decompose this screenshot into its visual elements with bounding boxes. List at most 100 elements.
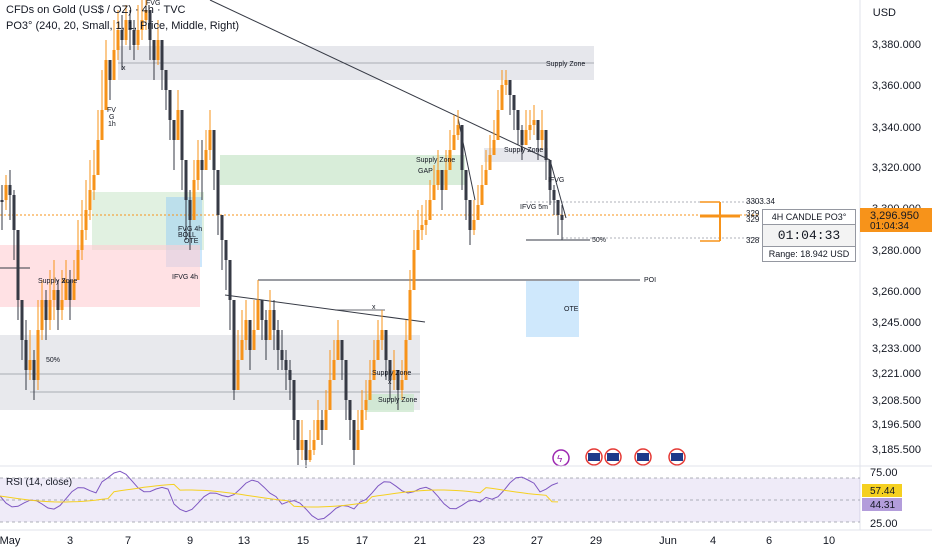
candle-body bbox=[272, 310, 276, 330]
candle-body bbox=[340, 340, 344, 360]
label-fifty-left: 50% bbox=[46, 357, 60, 364]
candle-body bbox=[104, 60, 108, 110]
event-icons[interactable]: ϟ bbox=[552, 448, 686, 467]
label-level-b: 329 bbox=[746, 215, 760, 224]
candle-body bbox=[164, 70, 168, 90]
candle-body bbox=[196, 160, 200, 180]
candle-body bbox=[532, 120, 536, 125]
candle-body bbox=[208, 130, 212, 150]
x-tick-label: 17 bbox=[356, 535, 368, 547]
candle-body bbox=[52, 290, 56, 300]
candle-body bbox=[236, 360, 240, 390]
candles bbox=[0, 0, 564, 468]
candle-body bbox=[188, 200, 192, 220]
candle-body bbox=[184, 160, 188, 200]
candle-body bbox=[448, 150, 452, 170]
current-price-tag bbox=[860, 208, 932, 232]
candle-body bbox=[204, 150, 208, 170]
candle-body bbox=[284, 360, 288, 370]
rsi-value-tag bbox=[862, 484, 902, 497]
candle-body bbox=[328, 380, 332, 410]
fvg-zone-green-mid bbox=[92, 192, 204, 250]
candle-body bbox=[36, 330, 40, 380]
candle-body bbox=[544, 130, 548, 160]
candle-body bbox=[216, 170, 220, 215]
rsi-value: 57.44 bbox=[870, 486, 895, 497]
y-tick-label: 3,360.000 bbox=[872, 80, 921, 92]
candle-body bbox=[172, 120, 176, 140]
candle-body bbox=[160, 40, 164, 70]
price-axis[interactable]: 3,380.0003,360.0003,340.0003,320.0003,30… bbox=[859, 0, 932, 530]
candle-body bbox=[192, 180, 196, 220]
candle-body bbox=[452, 135, 456, 150]
candle-body bbox=[560, 215, 564, 220]
label-fvg-4h: FVG 4h bbox=[178, 226, 202, 233]
candle-body bbox=[112, 50, 116, 80]
candle-body bbox=[536, 120, 540, 140]
candle-body bbox=[0, 200, 4, 202]
candle-body bbox=[244, 320, 248, 340]
candle-body bbox=[388, 360, 392, 380]
candle-body bbox=[404, 340, 408, 380]
label-x-3: x bbox=[388, 379, 392, 386]
candle-body bbox=[124, 20, 128, 40]
label-fvg-1h-b: G bbox=[109, 114, 114, 121]
rsi-pane[interactable]: RSI (14, close) 75.00 25.00 57.44 44.31 bbox=[0, 465, 932, 530]
candle-body bbox=[312, 440, 316, 450]
candle-body bbox=[372, 360, 376, 380]
y-tick-label: 3,233.000 bbox=[872, 343, 921, 355]
indicator-title[interactable]: PO3° (240, 20, Small, 1, 1, Price, Middl… bbox=[6, 20, 240, 32]
candle-body bbox=[264, 320, 268, 340]
supply-zone-bottom-left bbox=[0, 335, 420, 410]
candle-body bbox=[152, 40, 156, 60]
ote-zone bbox=[526, 281, 579, 337]
candle-body bbox=[248, 320, 252, 350]
symbol-title[interactable]: CFDs on Gold (US$ / OZ) · 4h · TVC bbox=[6, 4, 186, 16]
candle-timer-box: 4H CANDLE PO3° 01:04:33 Range: 18.942 US… bbox=[762, 209, 856, 262]
candle-body bbox=[412, 250, 416, 290]
candle-body bbox=[556, 200, 560, 215]
candle-body bbox=[380, 330, 384, 340]
label-ifvg-5m: IFVG 5m bbox=[520, 204, 548, 211]
y-tick-label: 3,340.000 bbox=[872, 122, 921, 134]
candle-body bbox=[148, 10, 152, 40]
candle-body bbox=[12, 195, 16, 230]
candle-body bbox=[280, 350, 284, 360]
x-tick-label: 13 bbox=[238, 535, 250, 547]
candle-body bbox=[420, 225, 424, 230]
candle-body bbox=[392, 370, 396, 380]
candle-body bbox=[552, 190, 556, 200]
candle-body bbox=[496, 110, 500, 140]
candle-body bbox=[352, 420, 356, 450]
candle-body bbox=[156, 40, 160, 60]
x-tick-label: 3 bbox=[67, 535, 73, 547]
currency-label[interactable]: USD bbox=[872, 7, 896, 19]
candle-body bbox=[376, 340, 380, 360]
candle-body bbox=[224, 240, 228, 260]
y-tick-label: 3,221.000 bbox=[872, 368, 921, 380]
candle-body bbox=[116, 30, 120, 50]
label-x-4: x bbox=[62, 278, 66, 285]
rsi-title: RSI (14, close) bbox=[6, 477, 72, 488]
candle-body bbox=[476, 205, 480, 220]
candle-body bbox=[92, 175, 96, 190]
label-level-top: 3303.34 bbox=[746, 197, 775, 206]
label-ifvg-4h: IFVG 4h bbox=[172, 274, 198, 281]
candle-body bbox=[72, 280, 76, 300]
x-tick-label: 29 bbox=[590, 535, 602, 547]
time-axis[interactable]: May 3 7 9 13 15 17 21 23 27 29 Jun 4 6 10 bbox=[0, 529, 932, 547]
timer-countdown: 01:04:33 bbox=[763, 225, 855, 247]
rsi-ma-tag bbox=[862, 498, 902, 511]
y-tick-label: 3,280.000 bbox=[872, 245, 921, 257]
label-ifvg: IFVG bbox=[548, 177, 564, 184]
candle-body bbox=[508, 80, 512, 95]
candle-body bbox=[416, 230, 420, 250]
label-level-c: 328 bbox=[746, 236, 760, 245]
candle-body bbox=[332, 360, 336, 380]
y-tick-label: 3,245.000 bbox=[872, 317, 921, 329]
candle-body bbox=[80, 230, 84, 250]
candle-body bbox=[4, 185, 8, 200]
candle-body bbox=[344, 360, 348, 400]
current-price-time: 01:04:34 bbox=[870, 221, 909, 232]
